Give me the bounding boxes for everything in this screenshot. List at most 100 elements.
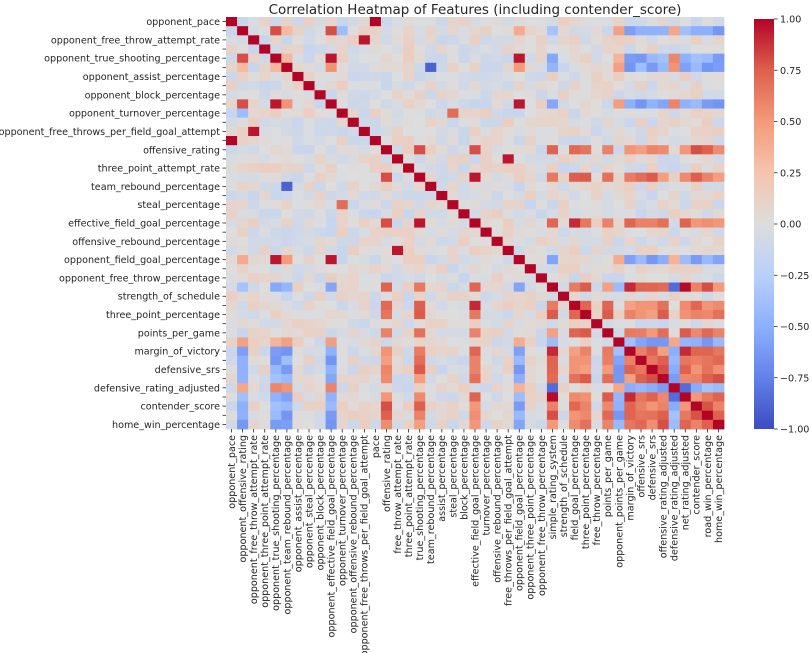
heatmap-cell bbox=[248, 300, 260, 311]
heatmap-cell bbox=[569, 71, 581, 82]
heatmap-cell bbox=[248, 245, 260, 256]
heatmap-cell bbox=[613, 218, 625, 228]
heatmap-cell bbox=[679, 44, 692, 55]
heatmap-cell bbox=[646, 309, 658, 320]
heatmap-cell bbox=[701, 355, 714, 366]
heatmap-cell bbox=[237, 117, 249, 128]
heatmap-cell bbox=[646, 410, 658, 421]
heatmap-cell bbox=[447, 17, 459, 27]
heatmap-cell bbox=[602, 71, 614, 82]
heatmap-cell bbox=[524, 108, 537, 119]
heatmap-cell bbox=[469, 172, 481, 183]
heatmap-cell bbox=[690, 26, 703, 36]
heatmap-cell bbox=[403, 401, 415, 412]
heatmap-cell bbox=[403, 419, 415, 430]
heatmap-cell bbox=[635, 90, 647, 100]
x-tick-label: turnover_percentage bbox=[481, 435, 492, 536]
heatmap-cell bbox=[701, 81, 714, 91]
heatmap-cell bbox=[392, 355, 404, 366]
heatmap-cell bbox=[447, 44, 459, 55]
heatmap-cell bbox=[314, 117, 326, 128]
heatmap-cell bbox=[226, 218, 238, 228]
heatmap-cell bbox=[303, 227, 315, 238]
heatmap-cell bbox=[524, 71, 537, 82]
heatmap-cell bbox=[690, 71, 703, 82]
heatmap-cell bbox=[226, 291, 238, 302]
heatmap-cell bbox=[237, 291, 249, 302]
heatmap-cell bbox=[458, 90, 470, 100]
heatmap-cell bbox=[259, 190, 271, 201]
heatmap-cell bbox=[469, 300, 481, 311]
heatmap-cell bbox=[303, 355, 315, 366]
heatmap-cell bbox=[414, 44, 426, 55]
heatmap-cell bbox=[281, 255, 293, 265]
heatmap-cell bbox=[558, 282, 570, 293]
heatmap-cell bbox=[292, 81, 304, 91]
heatmap-cell bbox=[535, 190, 548, 201]
heatmap-cell bbox=[701, 117, 714, 128]
heatmap-cell bbox=[701, 374, 714, 384]
heatmap-cell bbox=[513, 99, 526, 109]
heatmap-cell bbox=[502, 410, 515, 421]
heatmap-cell bbox=[380, 227, 393, 238]
heatmap-cell bbox=[447, 255, 459, 265]
heatmap-cell bbox=[569, 392, 581, 402]
heatmap-cell bbox=[237, 328, 249, 338]
heatmap-cell bbox=[248, 291, 260, 302]
heatmap-cell bbox=[458, 26, 470, 36]
heatmap-cell bbox=[414, 99, 426, 109]
heatmap-cell bbox=[403, 355, 415, 366]
heatmap-cell bbox=[646, 136, 658, 146]
heatmap-cell bbox=[292, 136, 304, 146]
heatmap-cell bbox=[237, 35, 249, 45]
heatmap-cell bbox=[436, 163, 448, 174]
heatmap-cell bbox=[502, 17, 515, 27]
heatmap-cell bbox=[569, 99, 581, 109]
heatmap-cell bbox=[624, 410, 636, 421]
heatmap-cell bbox=[358, 26, 371, 36]
heatmap-cell bbox=[679, 81, 692, 91]
heatmap-cell bbox=[524, 136, 537, 146]
heatmap-cell bbox=[635, 392, 647, 402]
heatmap-cell bbox=[414, 392, 426, 402]
heatmap-cell bbox=[524, 44, 537, 55]
x-tick-label: opponent_effective_field_goal_percentage bbox=[327, 435, 338, 638]
heatmap-cell bbox=[712, 62, 725, 73]
heatmap-cell bbox=[624, 255, 636, 265]
heatmap-cell bbox=[635, 227, 647, 238]
heatmap-cell bbox=[336, 364, 349, 375]
heatmap-cell bbox=[392, 319, 404, 329]
heatmap-cell bbox=[226, 236, 238, 247]
heatmap-cell bbox=[558, 190, 570, 201]
heatmap-cell bbox=[546, 181, 559, 192]
heatmap-cell bbox=[679, 227, 692, 238]
heatmap-cell bbox=[613, 419, 625, 430]
heatmap-cell bbox=[259, 392, 271, 402]
heatmap-cell bbox=[591, 227, 603, 238]
heatmap-cell bbox=[712, 364, 725, 375]
heatmap-cell bbox=[535, 346, 548, 357]
heatmap-cell bbox=[690, 209, 703, 219]
heatmap-cell bbox=[380, 282, 393, 293]
heatmap-cell bbox=[469, 181, 481, 192]
heatmap-cell bbox=[502, 392, 515, 402]
heatmap-cell bbox=[546, 282, 559, 293]
heatmap-cell bbox=[237, 273, 249, 283]
heatmap-cell bbox=[558, 62, 570, 73]
heatmap-cell bbox=[336, 62, 349, 73]
heatmap-cell bbox=[535, 81, 548, 91]
heatmap-cell bbox=[447, 264, 459, 274]
heatmap-cell bbox=[336, 328, 349, 338]
heatmap-cell bbox=[303, 26, 315, 36]
heatmap-cell bbox=[237, 53, 249, 64]
heatmap-cell bbox=[248, 319, 260, 329]
heatmap-cell bbox=[303, 172, 315, 183]
heatmap-cell bbox=[248, 126, 260, 137]
heatmap-cell bbox=[491, 53, 504, 64]
heatmap-cell bbox=[414, 401, 426, 412]
heatmap-cell bbox=[546, 154, 559, 164]
heatmap-cell bbox=[535, 319, 548, 329]
heatmap-cell bbox=[690, 300, 703, 311]
heatmap-cell bbox=[502, 218, 515, 228]
heatmap-cell bbox=[657, 264, 670, 274]
